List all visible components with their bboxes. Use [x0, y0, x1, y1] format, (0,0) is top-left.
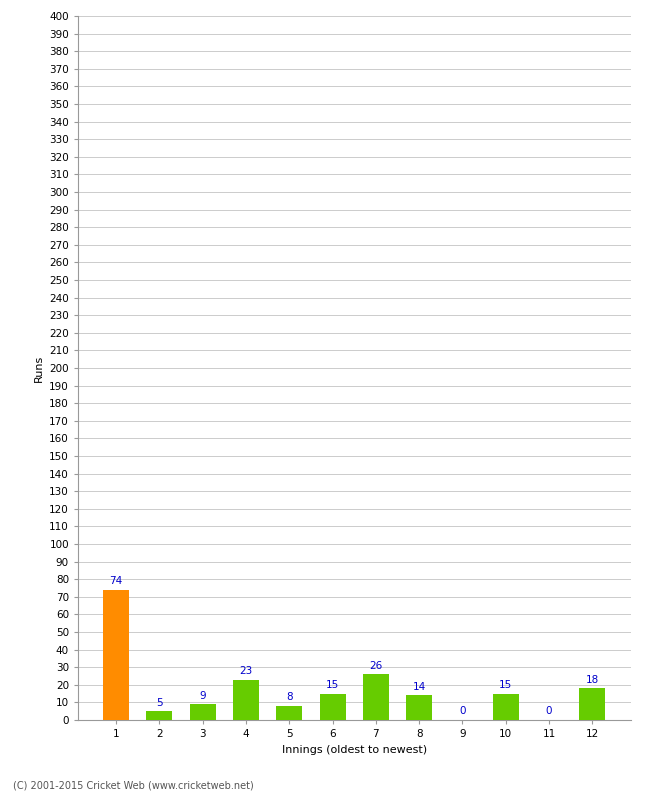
- Text: 18: 18: [586, 675, 599, 685]
- Text: 74: 74: [109, 576, 123, 586]
- Bar: [190, 704, 216, 720]
- Text: 9: 9: [200, 690, 206, 701]
- Bar: [493, 694, 519, 720]
- Bar: [320, 694, 346, 720]
- Text: 23: 23: [239, 666, 253, 676]
- Bar: [579, 688, 605, 720]
- Text: 15: 15: [326, 680, 339, 690]
- Text: 14: 14: [413, 682, 426, 692]
- Text: 0: 0: [460, 706, 466, 717]
- Text: 0: 0: [546, 706, 552, 717]
- Text: 8: 8: [286, 692, 292, 702]
- Bar: [103, 590, 129, 720]
- Text: (C) 2001-2015 Cricket Web (www.cricketweb.net): (C) 2001-2015 Cricket Web (www.cricketwe…: [13, 781, 254, 790]
- Bar: [276, 706, 302, 720]
- Bar: [146, 711, 172, 720]
- Text: 26: 26: [369, 661, 382, 670]
- Text: 15: 15: [499, 680, 512, 690]
- Bar: [233, 679, 259, 720]
- Bar: [363, 674, 389, 720]
- Text: 5: 5: [156, 698, 162, 708]
- X-axis label: Innings (oldest to newest): Innings (oldest to newest): [281, 745, 427, 754]
- Bar: [406, 695, 432, 720]
- Y-axis label: Runs: Runs: [34, 354, 44, 382]
